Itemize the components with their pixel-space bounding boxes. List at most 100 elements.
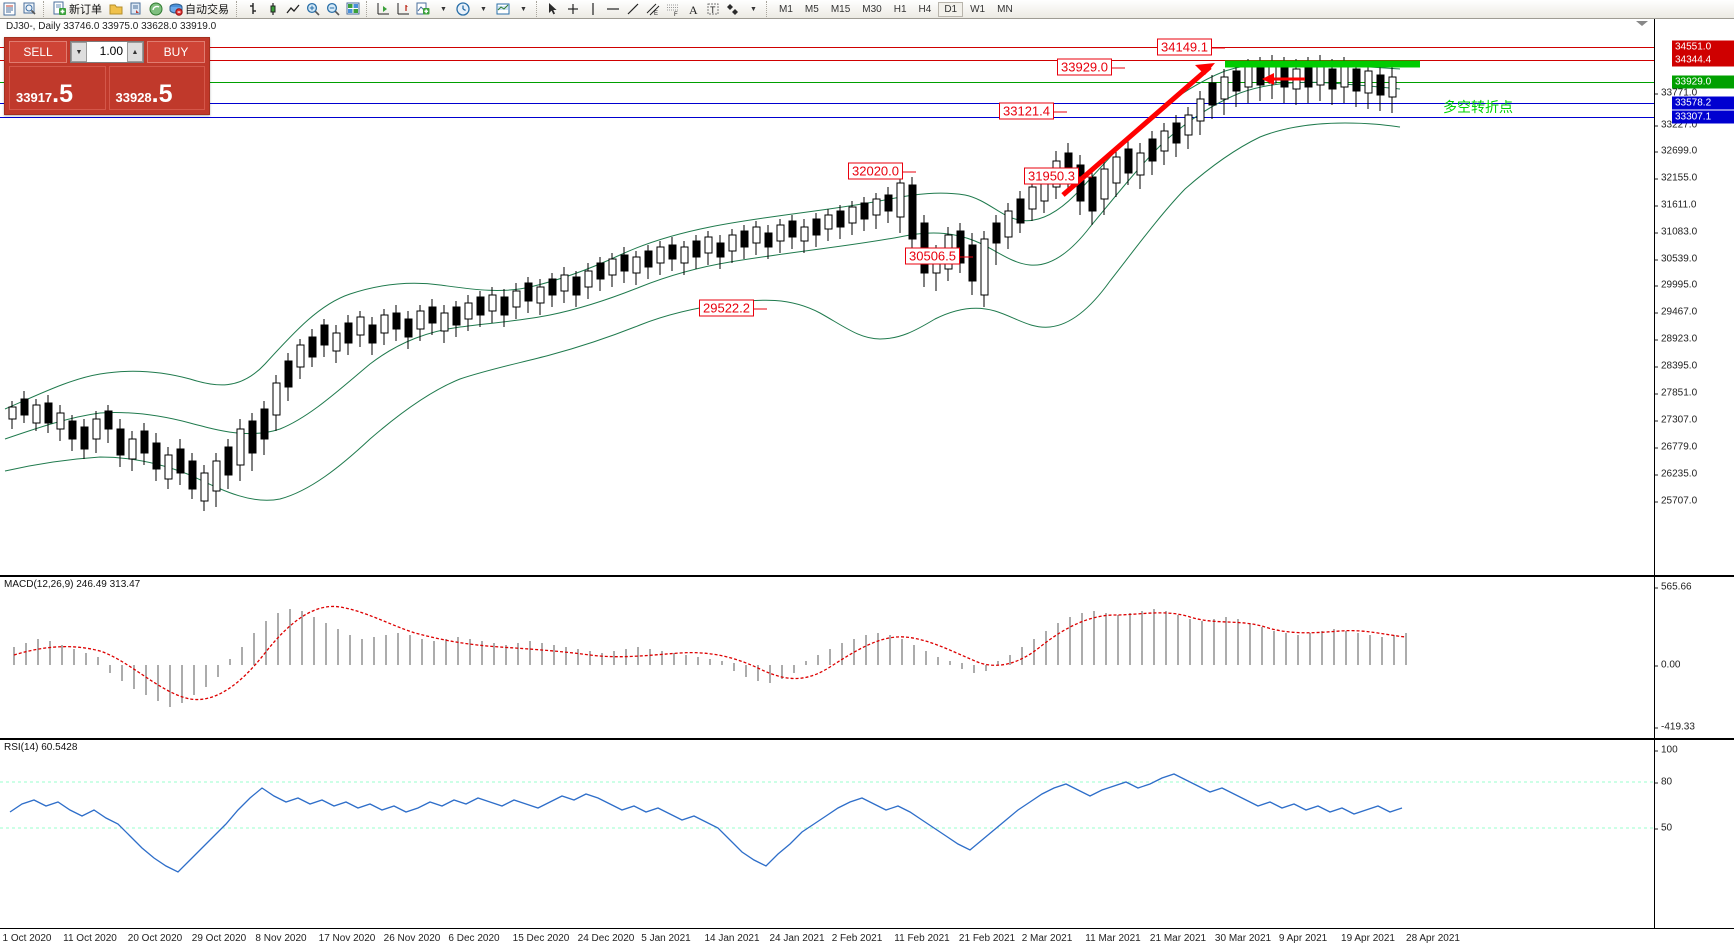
clock-icon[interactable]	[454, 0, 472, 18]
volume-stepper[interactable]: ▼ 1.00 ▲	[70, 41, 144, 63]
time-tick: 20 Oct 2020	[127, 933, 183, 944]
vertical-line-icon[interactable]	[584, 0, 602, 18]
macd-pane[interactable]: MACD(12,26,9) 246.49 313.47	[0, 575, 1734, 738]
time-tick: 11 Feb 2021	[894, 933, 950, 944]
folder-icon[interactable]	[107, 0, 125, 18]
new-order-button[interactable]: 新订单	[51, 0, 105, 18]
chevron-down-icon[interactable]: ▼	[520, 5, 527, 13]
templates-icon[interactable]	[494, 0, 512, 18]
market-watch-icon[interactable]	[1, 0, 19, 18]
text-label-icon[interactable]: T	[704, 0, 722, 18]
strategy-tester-icon[interactable]	[127, 0, 145, 18]
new-order-label: 新订单	[69, 4, 102, 16]
price-tick: 30539.0	[1655, 254, 1697, 265]
time-tick: 24 Dec 2020	[577, 933, 635, 944]
turning-point-annotation: 多空转折点	[1443, 100, 1513, 116]
price-tick: 27307.0	[1655, 415, 1697, 426]
callout-32020: 32020.0	[848, 162, 916, 180]
shapes-icon[interactable]	[724, 0, 742, 18]
price-tick: 27851.0	[1655, 388, 1697, 399]
red-trend-arrow	[1061, 63, 1215, 197]
data-window-icon[interactable]	[21, 0, 39, 18]
timeframe-m15[interactable]: M15	[830, 3, 851, 15]
rsi-line	[9, 773, 1403, 873]
timeframe-h1[interactable]: H1	[893, 3, 907, 15]
chart-window[interactable]: DJ30-, Daily 33746.0 33975.0 33628.0 339…	[0, 19, 1734, 948]
price-tag-34551: 34551.0	[1672, 40, 1734, 54]
tile-windows-icon[interactable]	[344, 0, 362, 18]
bar-chart-icon[interactable]	[244, 0, 262, 18]
zoom-in-icon[interactable]	[304, 0, 322, 18]
price-tag-34344: 34344.4	[1672, 53, 1734, 67]
text-icon[interactable]: A	[684, 0, 702, 18]
main-toolbar: 新订单 自动交易	[0, 0, 1734, 19]
candlestick-series	[4, 55, 1420, 511]
algo-trading-button[interactable]: 自动交易	[167, 0, 232, 18]
price-tick: 32699.0	[1655, 146, 1697, 157]
volume-increment-button[interactable]: ▲	[127, 42, 143, 62]
one-click-trading-panel[interactable]: SELL ▼ 1.00 ▲ BUY 33917 .5 33928 .5	[4, 37, 210, 115]
support-line-33307	[0, 117, 1654, 118]
price-axis[interactable]: 32699.0 32155.0 31611.0 31083.0 30539.0 …	[1654, 19, 1734, 575]
timeframe-m1[interactable]: M1	[779, 3, 793, 15]
fibonacci-icon[interactable]: F	[664, 0, 682, 18]
time-axis[interactable]: 1 Oct 2020 11 Oct 2020 20 Oct 2020 29 Oc…	[0, 928, 1734, 948]
timeframe-m30[interactable]: M30	[862, 3, 882, 15]
timeframe-w1[interactable]: W1	[970, 3, 986, 15]
timeframe-d1[interactable]: D1	[938, 1, 964, 17]
svg-text:A: A	[689, 3, 698, 17]
time-tick: 8 Nov 2020	[255, 933, 307, 944]
indicators-icon[interactable]	[414, 0, 432, 18]
toolbar-separator	[766, 1, 770, 17]
price-tick: 26779.0	[1655, 442, 1697, 453]
svg-text:E: E	[654, 11, 658, 17]
timeframe-mn[interactable]: MN	[997, 3, 1013, 15]
buy-button[interactable]: BUY	[147, 41, 205, 63]
time-tick: 26 Nov 2020	[383, 933, 441, 944]
time-tick: 21 Mar 2021	[1149, 933, 1207, 944]
equidistant-channel-icon[interactable]: E	[644, 0, 662, 18]
candlestick-chart-icon[interactable]	[264, 0, 282, 18]
rsi-pane[interactable]: RSI(14) 60.5428 100 80 50	[0, 738, 1734, 928]
price-tick: 29995.0	[1655, 280, 1697, 291]
volume-decrement-button[interactable]: ▼	[71, 42, 87, 62]
time-tick: 24 Jan 2021	[769, 933, 825, 944]
price-pane[interactable]: DJ30-, Daily 33746.0 33975.0 33628.0 339…	[0, 19, 1734, 575]
chevron-down-icon[interactable]: ▼	[480, 5, 487, 13]
timeframe-h4[interactable]: H4	[918, 3, 932, 15]
volume-input[interactable]: 1.00	[99, 44, 123, 58]
time-tick: 2 Feb 2021	[831, 933, 883, 944]
time-tick: 21 Feb 2021	[958, 933, 1016, 944]
callout-31950: 31950.3	[1024, 167, 1092, 185]
chart-shift-icon[interactable]	[394, 0, 412, 18]
horizontal-line-icon[interactable]	[604, 0, 622, 18]
sell-button[interactable]: SELL	[9, 41, 67, 63]
bollinger-lower-band	[4, 122, 1401, 501]
chevron-down-icon[interactable]: ▼	[440, 5, 447, 13]
target-line-33929	[0, 82, 1654, 83]
macd-axis[interactable]: 565.66 0.00 -419.33	[1654, 577, 1734, 738]
callout-30506: 30506.5	[905, 247, 973, 265]
signals-icon[interactable]	[147, 0, 165, 18]
time-tick: 14 Jan 2021	[704, 933, 760, 944]
resistance-line-34344	[0, 60, 1654, 61]
zoom-out-icon[interactable]	[324, 0, 342, 18]
sell-price[interactable]: 33917 .5	[9, 66, 106, 110]
cursor-icon[interactable]	[544, 0, 562, 18]
svg-text:T: T	[710, 5, 716, 15]
auto-scroll-icon[interactable]	[374, 0, 392, 18]
chevron-down-icon[interactable]: ▼	[750, 5, 757, 13]
chart-shift-marker[interactable]	[1636, 21, 1648, 26]
toolbar-separator	[366, 1, 370, 17]
rsi-axis[interactable]: 100 80 50	[1654, 740, 1734, 928]
crosshair-icon[interactable]	[564, 0, 582, 18]
price-tag-33307: 33307.1	[1672, 110, 1734, 124]
trendline-icon[interactable]	[624, 0, 642, 18]
bollinger-upper-band	[4, 61, 1401, 410]
price-tick: 25707.0	[1655, 496, 1697, 507]
line-chart-icon[interactable]	[284, 0, 302, 18]
buy-price[interactable]: 33928 .5	[108, 66, 205, 110]
timeframe-m5[interactable]: M5	[804, 3, 819, 15]
price-tick: 33771.0	[1655, 88, 1697, 99]
resistance-line-34551	[0, 47, 1654, 48]
